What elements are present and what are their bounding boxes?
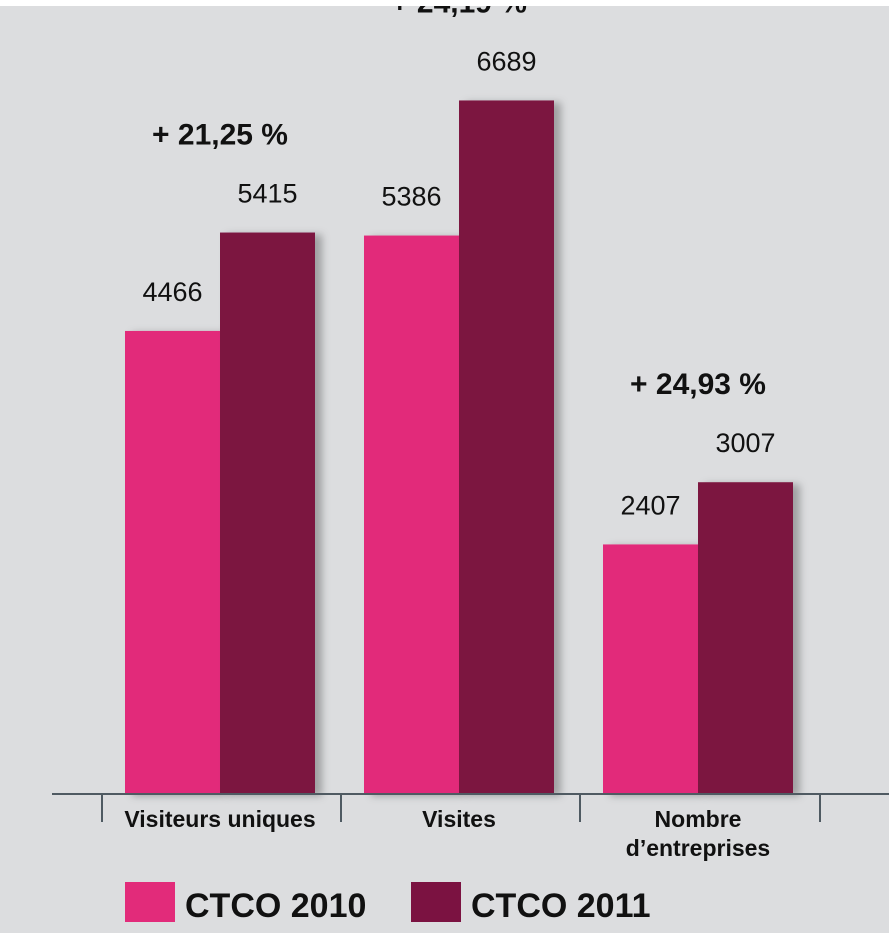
data-label: 6689: [476, 46, 536, 76]
legend-label: CTCO 2011: [471, 887, 651, 925]
bar-2010: [603, 544, 698, 794]
legend: CTCO 2010 CTCO 2011: [125, 882, 651, 925]
legend-swatch-2010: [125, 882, 175, 922]
category-label: Visites: [422, 806, 496, 832]
growth-label: + 21,25 %: [152, 119, 288, 152]
x-axis: Visiteurs uniques Visites Nombre d’entrepri…: [52, 793, 889, 861]
category-label: Nombre: [655, 806, 742, 832]
growth-label: + 24,19 %: [391, 6, 527, 19]
bar-chart: 4466 5415 + 21,25 % 5386 6689 + 24,19 % 2407 30…: [52, 6, 889, 925]
bars-layer: [125, 100, 793, 795]
legend-label: CTCO 2010: [185, 887, 366, 925]
data-label: 5386: [381, 182, 441, 212]
bar-2010: [364, 235, 459, 795]
bar-2011: [698, 482, 793, 794]
bar-2010: [125, 330, 220, 794]
data-label: 4466: [142, 277, 202, 307]
labels-layer: 4466 5415 + 21,25 % 5386 6689 + 24,19 % 2407 30…: [142, 6, 775, 520]
category-label: Visiteurs uniques: [124, 806, 315, 832]
chart-container: 4466 5415 + 21,25 % 5386 6689 + 24,19 % 2407 30…: [0, 6, 889, 933]
data-label: 5415: [237, 179, 297, 209]
category-label: d’entreprises: [626, 835, 770, 861]
data-label: 2407: [620, 490, 680, 520]
data-label: 3007: [715, 428, 775, 458]
legend-swatch-2011: [411, 882, 461, 922]
bar-2011: [220, 232, 315, 795]
growth-label: + 24,93 %: [630, 368, 766, 401]
bar-2011: [459, 100, 554, 795]
